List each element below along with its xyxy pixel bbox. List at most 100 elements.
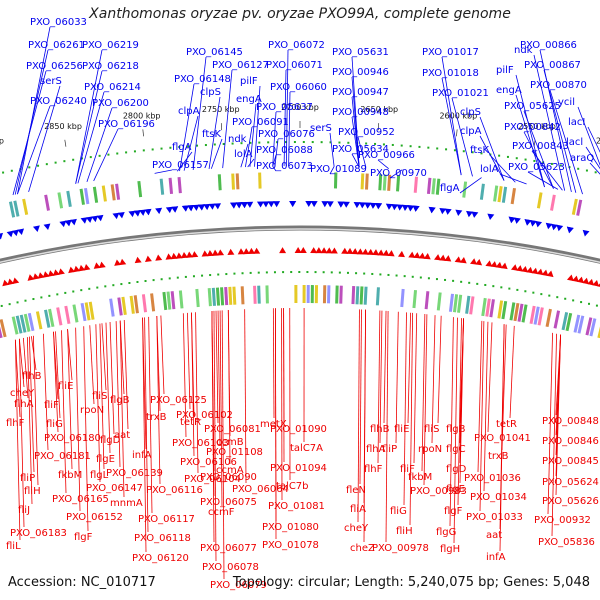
forward-gene-label: PXO_05637 xyxy=(256,102,313,113)
forward-leader-line xyxy=(479,116,505,181)
marker-dot xyxy=(178,146,181,149)
reverse-leader-line xyxy=(383,310,387,424)
category-box xyxy=(253,285,257,304)
forward-gene-label: PXO_00842 xyxy=(504,122,561,133)
marker-dot xyxy=(314,271,317,274)
forward-gene-label: ftsK xyxy=(470,145,489,156)
reverse-gene-arrow xyxy=(114,259,122,266)
marker-dot xyxy=(382,143,385,146)
forward-gene-arrow xyxy=(171,206,179,213)
reverse-leader-line xyxy=(555,334,561,496)
category-box xyxy=(327,285,331,304)
category-box xyxy=(497,186,503,203)
reverse-gene-arrow xyxy=(98,261,106,269)
category-box xyxy=(166,291,172,310)
marker-dot xyxy=(204,144,207,147)
reverse-leader-line xyxy=(53,331,59,433)
marker-dot xyxy=(241,272,244,275)
forward-leader-line xyxy=(274,138,279,167)
reverse-gene-label: flgD xyxy=(100,435,121,446)
reverse-leader-line xyxy=(119,320,125,498)
reverse-leader-line xyxy=(379,310,383,444)
forward-gene-labels: PXO_06033 PXO_06261 PXO_06256 serS PXO_06240… xyxy=(12,17,600,196)
marker-dot xyxy=(419,276,422,279)
category-box xyxy=(92,186,99,203)
forward-leader-line xyxy=(479,135,505,181)
reverse-gene-label: trxB xyxy=(146,412,167,423)
forward-gene-arrow xyxy=(487,213,495,221)
category-box xyxy=(257,285,261,304)
forward-gene-arrow xyxy=(0,232,4,240)
reverse-leader-line xyxy=(156,315,161,485)
forward-gene-arrow xyxy=(375,203,383,210)
forward-gene-label: PXO_00866 xyxy=(520,40,577,51)
category-box xyxy=(121,296,127,316)
forward-gene-arrow xyxy=(181,205,189,212)
marker-dot xyxy=(293,141,296,144)
category-box xyxy=(294,285,298,304)
marker-dot xyxy=(330,271,333,274)
marker-dot xyxy=(492,285,495,288)
reverse-gene-label: PXO_06081 xyxy=(204,424,261,435)
forward-gene-arrow xyxy=(59,220,67,228)
forward-gene-arrow xyxy=(91,215,99,223)
backbone-ring xyxy=(0,225,600,264)
backbone-arc xyxy=(0,225,600,264)
reverse-leader-line xyxy=(357,309,360,523)
marker-dot xyxy=(151,148,154,151)
forward-leader-line xyxy=(351,116,360,168)
marker-dot xyxy=(142,149,145,152)
reverse-leader-line xyxy=(385,311,389,543)
reverse-gene-label: aat xyxy=(114,430,130,441)
forward-gene-arrow xyxy=(396,204,404,211)
reverse-gene-arrow xyxy=(495,261,503,269)
reverse-leader-line xyxy=(409,312,414,526)
category-box xyxy=(35,311,43,330)
category-box xyxy=(448,293,455,312)
category-box xyxy=(489,299,495,318)
scale-ticks: 2900 kbp 2850 kbp 2800 kbp 2750 kbp 2700 kbp… xyxy=(0,103,600,307)
reverse-leader-line xyxy=(407,312,411,424)
category-box xyxy=(545,308,552,328)
category-box xyxy=(413,176,419,193)
reverse-leader-line xyxy=(459,318,464,484)
reverse-gene-arrow xyxy=(217,249,225,256)
forward-leader-line xyxy=(247,158,255,168)
marker-dot xyxy=(133,150,136,153)
reverse-leader-line xyxy=(83,326,89,532)
reverse-leader-line xyxy=(18,338,25,388)
reverse-leader-line xyxy=(191,312,195,457)
forward-gene-label: PXO_06073 xyxy=(256,161,313,172)
reverse-gene-arrow xyxy=(165,253,173,260)
scale-tick xyxy=(142,129,144,137)
forward-leader-line xyxy=(531,150,563,191)
category-box xyxy=(22,198,29,215)
category-box xyxy=(258,172,262,189)
reverse-leader-line xyxy=(160,315,165,395)
marker-dot xyxy=(533,159,536,162)
reverse-leader-line xyxy=(453,317,458,544)
category-box xyxy=(129,295,135,314)
reverse-gene-label: PXO_01078 xyxy=(262,540,319,551)
marker-dot xyxy=(365,142,368,145)
reverse-gene-label: flgL xyxy=(90,470,109,481)
reverse-gene-label: fliG xyxy=(390,506,407,517)
reverse-gene-label: PXO_06120 xyxy=(132,553,189,564)
category-box xyxy=(265,285,269,304)
reverse-gene-arrow xyxy=(546,270,554,278)
marker-dot xyxy=(532,291,535,294)
forward-gene-label: PXO_06088 xyxy=(256,145,313,156)
category-box xyxy=(27,312,35,332)
reverse-leader-line xyxy=(413,313,418,464)
forward-leader-line xyxy=(523,110,554,189)
reverse-leader-line xyxy=(14,339,21,418)
marker-dot xyxy=(160,278,163,281)
reverse-gene-arrow xyxy=(294,247,302,254)
marker-dot xyxy=(572,299,575,302)
reverse-leader-line xyxy=(211,311,215,543)
reverse-gene-arrow xyxy=(32,273,40,280)
marker-dot xyxy=(64,291,67,294)
category-box xyxy=(168,177,174,194)
marker-dot xyxy=(273,271,276,274)
